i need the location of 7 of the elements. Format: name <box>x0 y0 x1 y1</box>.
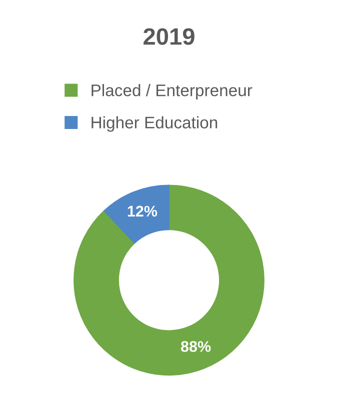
legend-label: Higher Education <box>92 116 218 132</box>
legend-label: Placed / Enterpreneur <box>92 84 252 100</box>
data-label: 12% <box>128 206 158 217</box>
donut-slice <box>74 184 264 376</box>
data-label: 88% <box>180 341 211 352</box>
chart-title: 2019 <box>144 28 194 45</box>
donut-slice <box>104 184 170 244</box>
